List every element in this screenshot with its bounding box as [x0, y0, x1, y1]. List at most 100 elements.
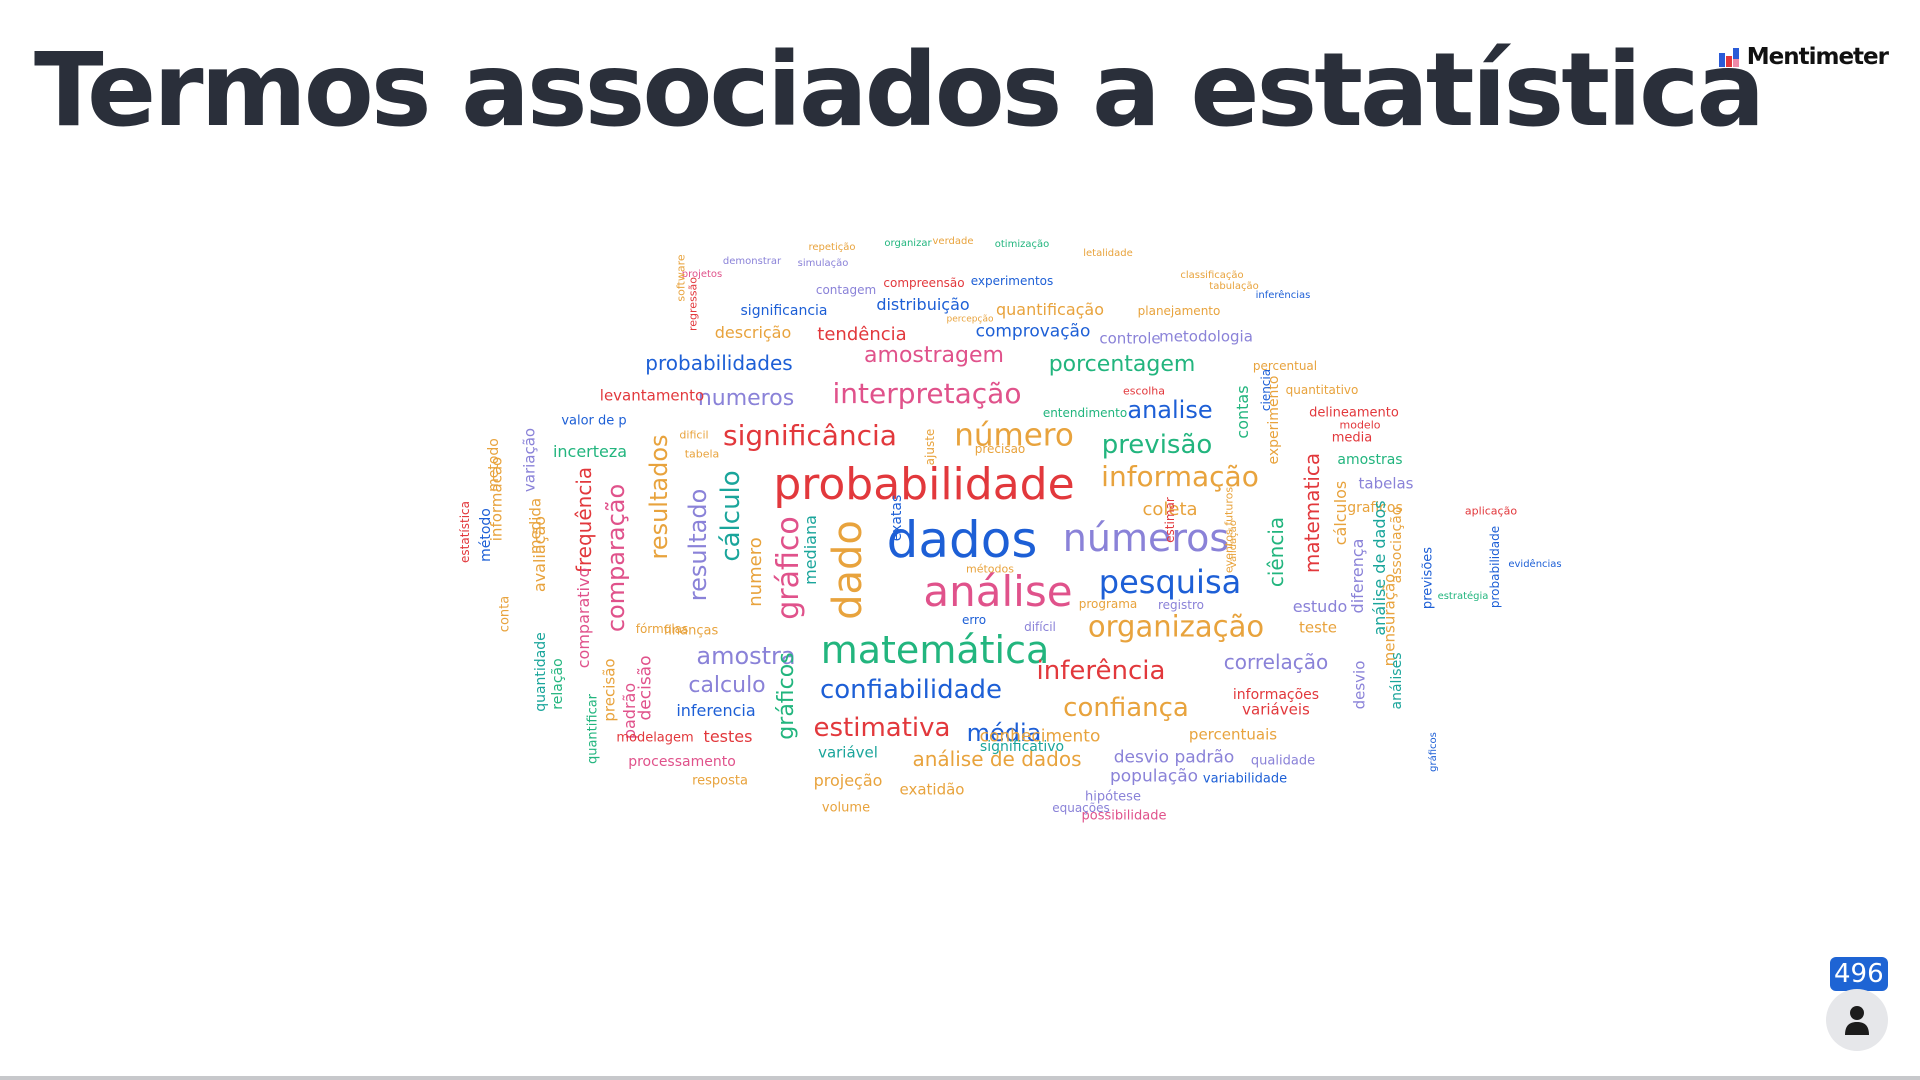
cloud-word: população	[1109, 766, 1199, 787]
cloud-word: conta	[497, 595, 513, 633]
cloud-word: metodo	[486, 438, 502, 492]
cloud-word: variabilidade	[1202, 771, 1288, 787]
cloud-word: confiabilidade	[819, 675, 1003, 705]
mentimeter-logo-icon	[1718, 48, 1739, 67]
cloud-word: equações	[1052, 801, 1110, 815]
cloud-word: matematica	[1300, 452, 1324, 574]
cloud-word: variação	[520, 427, 539, 493]
cloud-word: número	[954, 417, 1074, 454]
cloud-word: simulação	[797, 258, 849, 269]
cloud-word: resultado	[684, 488, 712, 602]
cloud-word: experimentos	[970, 274, 1054, 288]
cloud-word: relação	[550, 658, 566, 710]
cloud-word: significância	[723, 419, 897, 452]
cloud-word: processamento	[628, 754, 736, 770]
cloud-word: estimar	[1163, 497, 1177, 543]
cloud-word: coleta	[1142, 499, 1198, 520]
cloud-word: regressão	[686, 276, 700, 332]
cloud-word: difícil	[1024, 620, 1056, 634]
cloud-word: probabilidade	[773, 459, 1075, 510]
cloud-word: mediana	[801, 515, 820, 585]
cloud-word: estratégia	[1437, 591, 1489, 602]
cloud-word: percentual	[1252, 359, 1318, 373]
cloud-word: tabela	[684, 447, 720, 461]
cloud-word: estimativa	[813, 713, 951, 743]
cloud-word: exatas	[889, 494, 905, 542]
cloud-word: quantificar	[585, 693, 601, 765]
cloud-word: tabelas	[1358, 474, 1414, 493]
cloud-word: percentuais	[1188, 725, 1278, 744]
cloud-word: modelo	[1339, 418, 1381, 432]
mentimeter-logo: Mentimeter	[1718, 44, 1889, 70]
cloud-word: matemática	[820, 628, 1050, 672]
cloud-word: comparação	[602, 483, 630, 633]
participant-count-badge: 496	[1830, 957, 1888, 991]
cloud-word: amostras	[1337, 452, 1403, 468]
cloud-word: gráficos	[1428, 732, 1439, 772]
cloud-word: comprovação	[975, 321, 1091, 342]
cloud-word: medida	[526, 497, 545, 555]
cloud-word: correlação	[1223, 650, 1329, 674]
cloud-word: métodos	[966, 562, 1014, 576]
cloud-word: planejamento	[1137, 304, 1221, 318]
cloud-word: decisão	[635, 655, 656, 721]
cloud-word: numero	[745, 537, 766, 607]
cloud-word: modelagem	[616, 730, 694, 746]
cloud-word: tabulação	[1209, 281, 1259, 292]
cloud-word: evidências	[1508, 559, 1562, 570]
cloud-word: levantamento	[599, 386, 705, 405]
cloud-word: variáveis	[1242, 700, 1310, 719]
participants-button[interactable]	[1826, 989, 1888, 1051]
cloud-word: precisão	[600, 658, 619, 722]
cloud-word: projeção	[813, 771, 883, 790]
cloud-word: valor de p	[561, 413, 627, 429]
cloud-word: volume	[821, 800, 871, 816]
cloud-word: gráficos	[774, 652, 799, 740]
cloud-word: análise de dados	[912, 747, 1082, 771]
cloud-word: inferencia	[676, 701, 756, 720]
cloud-word: contas	[1233, 385, 1252, 439]
cloud-word: descrição	[714, 323, 792, 342]
cloud-word: inferências	[1255, 290, 1311, 301]
cloud-word: fórmulas	[635, 622, 689, 636]
cloud-word: projetos	[681, 269, 723, 280]
cloud-word: validação	[1228, 520, 1239, 568]
cloud-word: numeros	[697, 386, 795, 411]
cloud-word: ajuste	[923, 428, 937, 466]
cloud-word: repetição	[808, 242, 856, 253]
cloud-word: comparativo	[574, 567, 593, 669]
cloud-word: estatística	[458, 501, 472, 563]
cloud-word: informações	[1232, 687, 1320, 703]
cloud-word: desvio	[1350, 660, 1369, 710]
cloud-word: associação	[1389, 506, 1405, 584]
cloud-word: software	[674, 254, 688, 302]
cloud-word: percepção	[946, 314, 994, 325]
cloud-word: letalidade	[1083, 248, 1133, 259]
cloud-word: diferença	[1348, 538, 1367, 614]
cloud-word: programa	[1078, 597, 1138, 611]
cloud-word: organizar	[884, 238, 932, 249]
cloud-word: dados	[886, 511, 1038, 569]
cloud-word: variável	[818, 743, 878, 762]
cloud-word: hipótese	[1085, 789, 1141, 805]
cloud-word: análise	[923, 567, 1073, 616]
cloud-word: confiança	[1063, 693, 1189, 723]
cloud-word: delineamento	[1309, 405, 1399, 421]
cloud-word: significancia	[740, 303, 828, 319]
cloud-word: teste	[1298, 618, 1338, 637]
slide-title: Termos associados a estatística	[34, 31, 1765, 150]
cloud-word: metodologia	[1159, 327, 1253, 346]
cloud-word: precisao	[974, 442, 1026, 456]
cloud-word: frequência	[572, 466, 596, 574]
cloud-word: probabilidades	[645, 351, 793, 375]
cloud-word: verdade	[932, 236, 974, 247]
cloud-word: classificação	[1180, 270, 1244, 281]
cloud-word: informação	[1101, 460, 1259, 493]
cloud-word: gráfico	[771, 516, 806, 620]
cloud-word: porcentagem	[1048, 352, 1196, 377]
cloud-word: graficos	[1347, 500, 1403, 516]
cloud-word: possibilidade	[1081, 808, 1167, 824]
person-icon	[1845, 1006, 1869, 1035]
cloud-word: previsão	[1101, 430, 1213, 460]
